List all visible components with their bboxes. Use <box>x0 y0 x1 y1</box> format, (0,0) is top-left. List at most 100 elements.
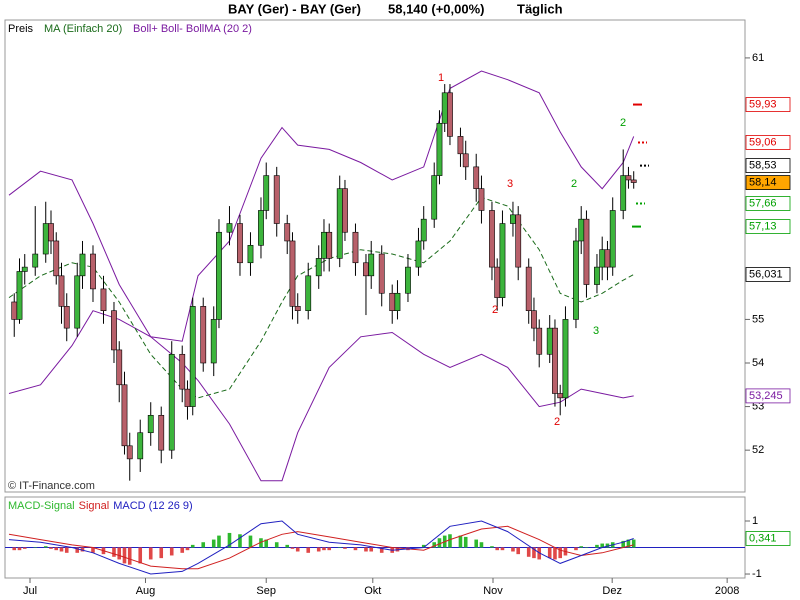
histogram-bar <box>421 544 426 548</box>
candle-body <box>116 349 123 386</box>
histogram-bar <box>290 547 295 549</box>
histogram-bar <box>353 547 358 551</box>
y-tick-label: 52 <box>752 444 764 456</box>
candle-body <box>431 175 438 220</box>
histogram-bar <box>190 544 195 548</box>
candle-body <box>342 188 348 233</box>
candle-body <box>336 188 343 259</box>
histogram-bar <box>600 543 605 548</box>
candle-body <box>368 253 375 277</box>
candle-body <box>53 240 60 277</box>
candle-body <box>599 249 606 268</box>
candle-body <box>594 266 600 285</box>
candle-body <box>168 353 175 451</box>
histogram-bar <box>458 535 463 548</box>
candle-body <box>510 214 516 224</box>
price-panel <box>4 19 746 493</box>
candle-body <box>189 306 196 407</box>
histogram-bar <box>248 535 253 548</box>
candle-body <box>137 432 144 460</box>
candle-body <box>42 223 49 255</box>
candle-body <box>447 92 453 137</box>
histogram-bar <box>437 538 442 548</box>
histogram-bar <box>479 542 484 548</box>
histogram-bar <box>117 547 122 560</box>
histogram-bar <box>22 547 27 549</box>
x-tick-label: 2008 <box>715 585 739 597</box>
candle-body <box>436 122 443 176</box>
histogram-bar <box>169 547 174 556</box>
candle-body <box>226 223 233 233</box>
histogram-bar <box>621 540 626 548</box>
histogram-bar <box>43 546 48 548</box>
level-label: 57,13 <box>749 220 777 232</box>
histogram-bar <box>364 547 368 552</box>
candle-body <box>237 223 243 264</box>
candle-body <box>184 388 191 407</box>
candle-body <box>489 210 495 268</box>
candle-body <box>289 240 296 307</box>
level-label-box <box>745 531 791 546</box>
x-tick-label: Jul <box>23 585 37 597</box>
candle-body <box>321 231 327 259</box>
level-label: 57,66 <box>749 197 777 209</box>
candle-body <box>457 136 464 155</box>
candle-body <box>494 266 501 298</box>
candle-body <box>473 166 480 189</box>
candle-body <box>21 266 28 272</box>
histogram-bar <box>159 547 164 559</box>
histogram-bar <box>516 547 521 555</box>
level-label: 0,341 <box>749 532 777 544</box>
candle-body <box>200 306 207 364</box>
level-label-box <box>745 175 791 190</box>
wave-label: 1 <box>438 72 444 84</box>
candle-body <box>63 306 70 329</box>
candle-body <box>79 253 86 277</box>
histogram-bar <box>337 547 342 549</box>
level-label: 59,06 <box>749 136 777 148</box>
histogram-bar <box>511 547 515 552</box>
macd-panel <box>4 496 746 579</box>
candle-body <box>352 231 359 264</box>
legend-label: MACD (12 26 9) <box>113 500 192 512</box>
histogram-bar <box>75 547 80 553</box>
level-label: 53,245 <box>749 390 783 402</box>
candle-body <box>147 414 154 434</box>
histogram-bar <box>595 544 599 548</box>
level-label-box <box>745 219 791 234</box>
candle-body <box>536 327 543 355</box>
candle-body <box>604 249 611 268</box>
histogram-bar <box>238 534 242 548</box>
histogram-bar <box>463 536 468 548</box>
wave-label: 2 <box>492 304 498 316</box>
histogram-bar <box>605 543 610 548</box>
histogram-bar <box>122 547 127 564</box>
candle-body <box>210 319 217 364</box>
candle-body <box>74 275 81 329</box>
candle-body <box>315 258 322 277</box>
macd-line <box>8 520 634 575</box>
candle-body <box>378 253 385 294</box>
histogram-bar <box>180 547 185 553</box>
x-tick-label: Dez <box>602 585 622 597</box>
y-tick-label: 53 <box>752 400 764 412</box>
histogram-bar <box>500 547 505 551</box>
histogram-bar <box>432 542 437 548</box>
wave-label: 3 <box>507 178 513 190</box>
level-label: 58,53 <box>749 159 777 171</box>
histogram-bar <box>490 546 494 548</box>
histogram-bar <box>532 547 536 559</box>
histogram-bar <box>112 547 116 557</box>
candle-body <box>11 301 18 320</box>
x-tick-label: Nov <box>483 585 503 597</box>
candle-body <box>58 275 65 307</box>
candle-body <box>583 218 590 285</box>
histogram-bar <box>49 547 53 549</box>
candle-body <box>389 292 396 311</box>
candle-body <box>420 218 427 242</box>
histogram-bar <box>148 547 153 560</box>
candle-body <box>462 153 469 168</box>
histogram-bar <box>579 546 584 548</box>
candle-body <box>557 393 564 399</box>
